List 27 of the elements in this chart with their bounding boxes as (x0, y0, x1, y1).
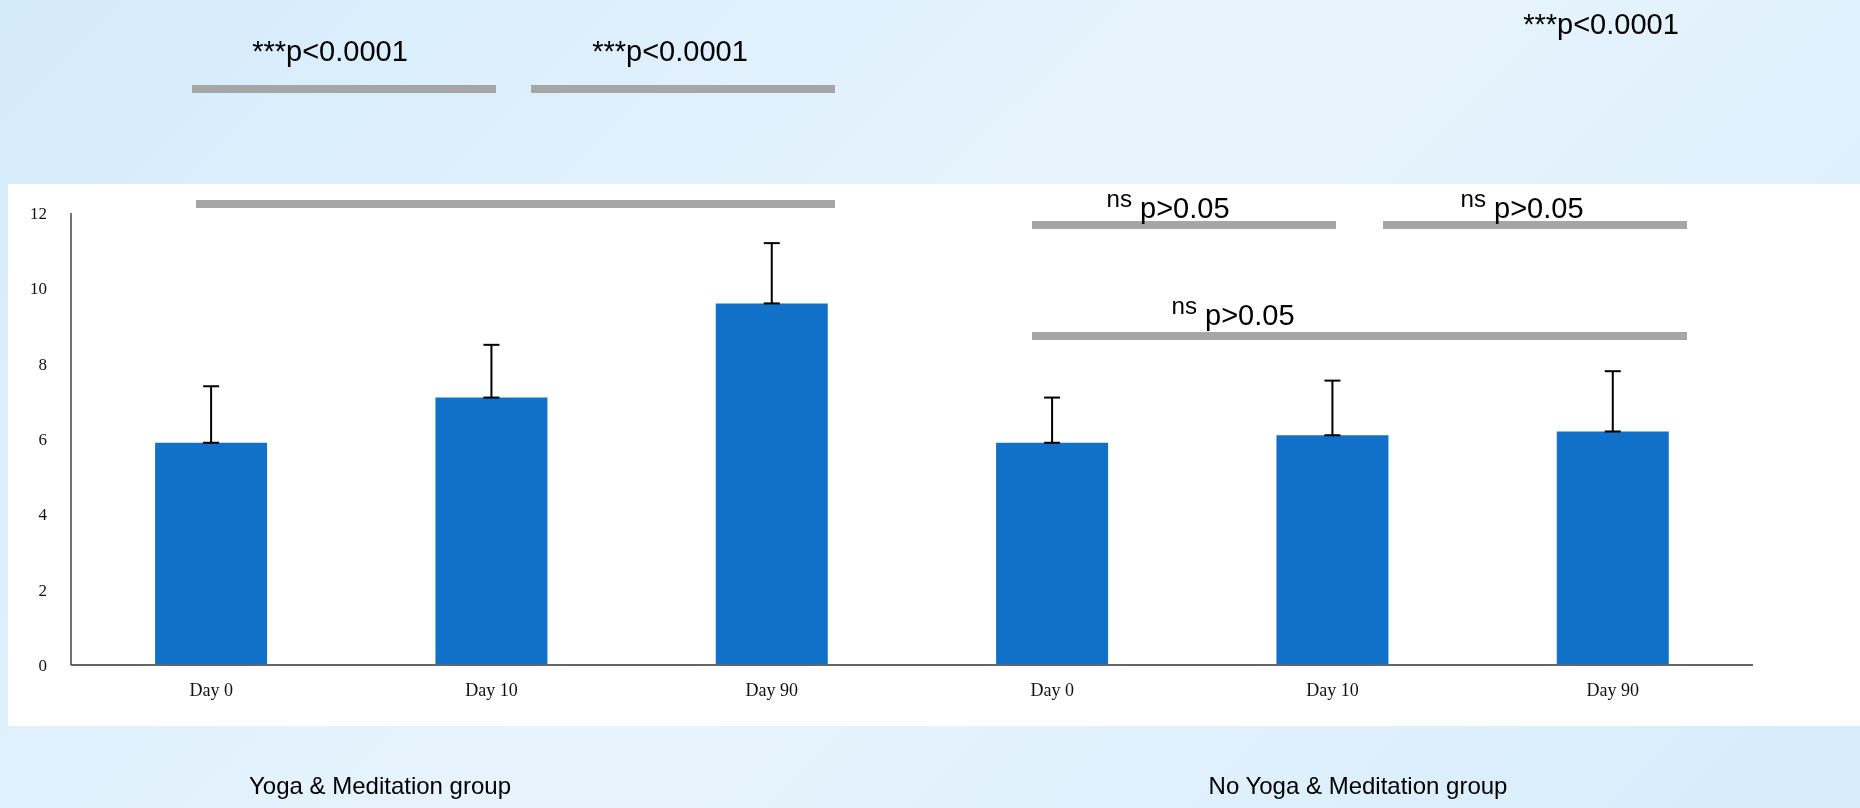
y-tick-label: 12 (30, 204, 47, 224)
y-tick-label: 0 (38, 656, 47, 676)
x-tick-label: Day 90 (745, 679, 799, 700)
y-tick-label: 10 (30, 279, 47, 299)
text: No Yoga & Meditation group (1207, 771, 1509, 801)
y-tick-label: 6 (38, 430, 47, 450)
annotation: $^{ns}$ p>0.05 (1106, 185, 1230, 224)
text: ***p<0.0001 (252, 35, 408, 67)
text: Yoga & Meditation group (248, 771, 512, 801)
bar (715, 303, 828, 665)
bar (1556, 431, 1669, 665)
bar (996, 442, 1109, 665)
x-tick-label: Day 10 (465, 679, 518, 700)
bar (435, 397, 548, 665)
annotation: $^{ns}$ p>0.05 (1170, 291, 1296, 333)
text: ***p<0.0001 (1522, 7, 1680, 42)
bar (1276, 435, 1389, 665)
x-tick-label: Day 0 (189, 679, 233, 700)
text: ***p<0.0001 (592, 35, 748, 67)
y-tick-label: 2 (38, 580, 47, 600)
annotation: $^{ns}$ p>0.05 (1460, 185, 1584, 224)
x-tick-label: Day 10 (1306, 679, 1359, 700)
x-tick-label: Day 90 (1586, 679, 1640, 700)
y-tick-label: 4 (38, 505, 48, 525)
y-tick-label: 8 (38, 354, 47, 374)
x-tick-label: Day 0 (1030, 679, 1074, 700)
bar (155, 442, 268, 665)
